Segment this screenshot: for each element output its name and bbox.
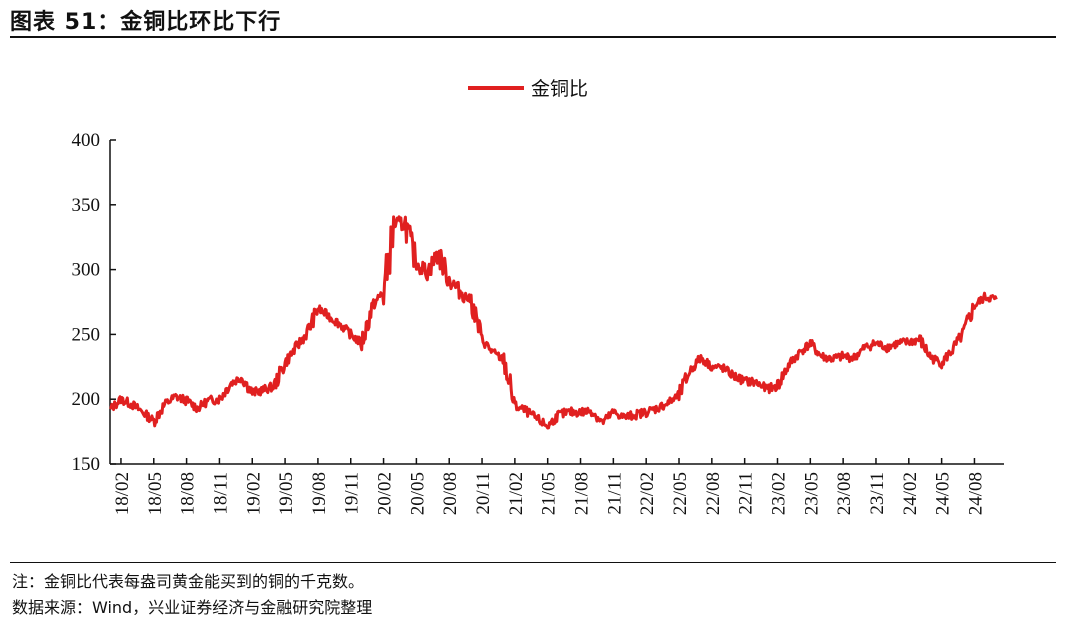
x-tick-label: 24/02 [900, 472, 921, 515]
figure-title: 图表 51：金铜比环比下行 [10, 10, 282, 35]
legend: 金铜比 [468, 78, 588, 100]
x-tick-label: 22/08 [703, 472, 724, 515]
x-tick-label: 18/02 [112, 472, 133, 515]
x-tick-label: 18/11 [210, 472, 231, 515]
x-tick-label: 22/11 [736, 472, 757, 515]
legend-label: 金铜比 [531, 78, 588, 100]
x-tick-label: 19/08 [309, 472, 330, 515]
y-tick-label: 300 [72, 260, 101, 281]
series-layer [109, 215, 998, 430]
x-tick-label: 20/05 [407, 472, 428, 515]
x-tick-label: 20/08 [440, 472, 461, 515]
source-note: 数据来源：Wind，兴业证券经济与金融研究院整理 [12, 598, 373, 617]
x-tick-label: 19/05 [276, 472, 297, 515]
x-tick-label: 22/02 [637, 472, 658, 515]
x-tick-label: 23/02 [768, 472, 789, 515]
series-line-gold-copper-ratio [109, 215, 998, 430]
x-tick-label: 21/02 [506, 472, 527, 515]
y-tick-label: 250 [72, 324, 101, 345]
x-tick-label: 22/05 [670, 472, 691, 515]
x-tick-label: 24/08 [965, 472, 986, 515]
x-tick-label: 23/11 [867, 472, 888, 515]
x-tick-label: 19/11 [342, 472, 363, 515]
footer-rule [10, 562, 1056, 563]
y-tick-label: 350 [72, 195, 101, 216]
chart-note: 注：金铜比代表每盎司黄金能买到的铜的千克数。 [12, 572, 365, 591]
x-tick-label: 19/02 [243, 472, 264, 515]
x-tick-label: 21/11 [604, 472, 625, 515]
y-tick-label: 200 [72, 389, 101, 410]
x-tick-label: 23/08 [834, 472, 855, 515]
y-axis: 150 200 250 300 350 400 [72, 130, 116, 475]
x-axis: 18/02 18/05 18/08 18/11 19/02 19/05 19/08 19/11… [110, 458, 1004, 515]
x-tick-label: 18/08 [178, 472, 199, 515]
x-tick-label: 21/08 [572, 472, 593, 515]
x-tick-label: 18/05 [145, 472, 166, 515]
x-tick-label: 20/11 [473, 472, 494, 515]
y-tick-label: 150 [72, 454, 101, 475]
y-tick-label: 400 [72, 130, 101, 151]
x-tick-label: 20/02 [375, 472, 396, 515]
title-rule [10, 36, 1056, 38]
x-tick-label: 21/05 [539, 472, 560, 515]
x-tick-label: 23/05 [801, 472, 822, 515]
x-tick-label: 24/05 [933, 472, 954, 515]
